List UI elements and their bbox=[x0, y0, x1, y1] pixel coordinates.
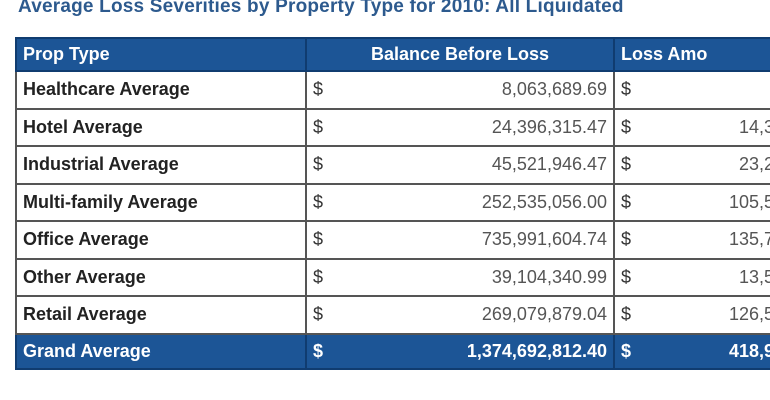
grand-average-balance-currency: $ bbox=[305, 332, 344, 370]
loss-cell: 23,286,1 bbox=[648, 145, 770, 185]
loss-cell: 14,306,8 bbox=[648, 107, 770, 147]
header-balance-before-loss: Balance Before Loss bbox=[304, 37, 616, 72]
balance-cell: 8,063,689.69 bbox=[344, 70, 616, 110]
table-row: Retail Average$269,079,879.04$126,508,5 bbox=[15, 295, 770, 335]
balance-cell: 39,104,340.99 bbox=[344, 257, 616, 297]
balance-cell: 269,079,879.04 bbox=[344, 295, 616, 335]
grand-average-row: Grand Average $ 1,374,692,812.40 $ 418,9… bbox=[15, 332, 770, 370]
balance-currency-cell: $ bbox=[305, 182, 344, 222]
table-row: Other Average$39,104,340.99$13,574,7 bbox=[15, 257, 770, 297]
balance-cell: 24,396,315.47 bbox=[344, 107, 616, 147]
balance-cell: 735,991,604.74 bbox=[344, 220, 616, 260]
prop-type-cell: Industrial Average bbox=[15, 145, 307, 185]
loss-currency-cell: $ bbox=[613, 145, 649, 185]
grand-average-balance: 1,374,692,812.40 bbox=[344, 332, 616, 370]
loss-currency-cell: $ bbox=[613, 295, 649, 335]
table-row: Healthcare Average$8,063,689.69$32,2 bbox=[15, 70, 770, 110]
loss-currency-cell: $ bbox=[613, 70, 649, 110]
balance-cell: 252,535,056.00 bbox=[344, 182, 616, 222]
table-row: Multi-family Average $252,535,056.00 $105,… bbox=[15, 182, 770, 222]
grand-average-label: Grand Average bbox=[15, 332, 307, 370]
prop-type-cell: Healthcare Average bbox=[15, 70, 307, 110]
prop-type-cell: Retail Average bbox=[15, 295, 307, 335]
prop-type-cell: Hotel Average bbox=[15, 107, 307, 147]
prop-type-cell: Office Average bbox=[15, 220, 307, 260]
loss-currency-cell: $ bbox=[613, 257, 649, 297]
balance-currency-cell: $ bbox=[305, 295, 344, 335]
loss-cell: 135,783,1 bbox=[648, 220, 770, 260]
loss-cell: 126,508,5 bbox=[648, 295, 770, 335]
loss-cell: 32,2 bbox=[648, 70, 770, 110]
page-title: Average Loss Severities by Property Type… bbox=[18, 0, 624, 17]
balance-cell: 45,521,946.47 bbox=[344, 145, 616, 185]
balance-currency-cell: $ bbox=[305, 107, 344, 147]
loss-currency-cell: $ bbox=[613, 107, 649, 147]
header-prop-type: Prop Type bbox=[15, 37, 307, 72]
balance-currency-cell: $ bbox=[305, 257, 344, 297]
loss-cell: 105,504,7 bbox=[648, 182, 770, 222]
loss-currency-cell: $ bbox=[613, 220, 649, 260]
loss-currency-cell: $ bbox=[613, 182, 649, 222]
balance-currency-cell: $ bbox=[305, 70, 344, 110]
grand-average-loss: 418,996,1 bbox=[648, 332, 770, 370]
table-row: Industrial Average$45,521,946.47$23,286,… bbox=[15, 145, 770, 185]
balance-currency-cell: $ bbox=[305, 145, 344, 185]
table-header-row: Prop Type Balance Before Loss Loss Amo bbox=[15, 37, 770, 72]
loss-severity-table: Prop Type Balance Before Loss Loss Amo H… bbox=[15, 37, 770, 370]
balance-currency-cell: $ bbox=[305, 220, 344, 260]
table-row: Hotel Average$24,396,315.47$14,306,8 bbox=[15, 107, 770, 147]
prop-type-cell: Multi-family Average bbox=[15, 182, 307, 222]
header-loss-amount: Loss Amo bbox=[613, 37, 770, 72]
loss-cell: 13,574,7 bbox=[648, 257, 770, 297]
prop-type-cell: Other Average bbox=[15, 257, 307, 297]
grand-average-loss-currency: $ bbox=[613, 332, 649, 370]
table-row: Office Average$735,991,604.74$135,783,1 bbox=[15, 220, 770, 260]
